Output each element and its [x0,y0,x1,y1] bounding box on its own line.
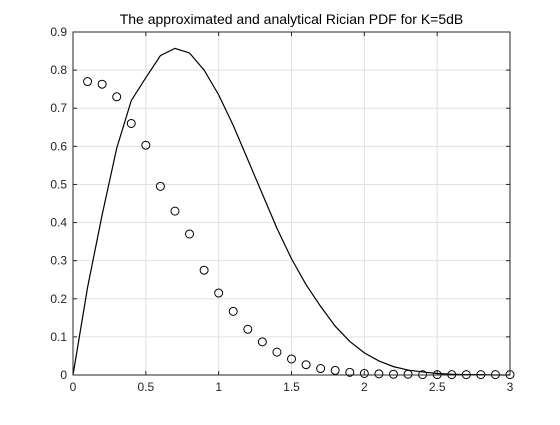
x-tick-label: 3 [507,380,514,394]
y-tick-label: 0.4 [50,216,67,230]
y-tick-label: 0.8 [50,63,67,77]
approximated-pdf-point [388,369,398,379]
approximated-pdf-point [257,337,267,347]
approximated-pdf-point [112,92,122,102]
approximated-pdf-point [287,354,296,364]
approximated-pdf-point [374,369,384,379]
chart-title: The approximated and analytical Rician P… [120,11,464,27]
x-tick-label: 0.5 [137,380,154,394]
approximated-pdf-point [345,367,355,377]
ticks [72,31,511,376]
x-tick-label: 2 [361,380,368,394]
approximated-pdf-point [199,265,209,275]
approximated-pdf-point [359,368,369,378]
approximated-pdf-point [301,360,311,370]
approximated-pdf-point [83,77,93,87]
y-tick-label: 0 [60,368,67,382]
approximated-pdf-point [243,324,253,334]
x-tick-label: 2.5 [429,380,446,394]
approximated-pdf-point [141,140,151,150]
y-tick-label: 0.7 [50,101,67,115]
approximated-pdf-point [155,181,165,191]
y-tick-label: 0.2 [50,292,67,306]
approximated-pdf-point [330,365,340,375]
approximated-pdf-point [185,229,195,239]
y-tick-label: 0.1 [50,330,67,344]
x-tick-label: 1 [215,380,222,394]
y-tick-label: 0.9 [50,25,67,39]
y-tick-label: 0.6 [50,139,67,153]
approximated-pdf-point [97,79,107,89]
approximated-pdf-point [316,364,326,374]
y-tick-label: 0.3 [50,254,67,268]
approximated-pdf-point [272,347,282,357]
approximated-pdf-point [170,206,180,216]
x-tick-label: 1.5 [283,380,300,394]
x-tick-label: 0 [70,380,77,394]
approximated-pdf-point [126,118,136,128]
approximated-pdf-point [403,369,413,379]
tick-labels: 0 0.5 1 1.5 2 2.5 3 0 0.1 0.2 0.3 0.4 0.5 0.6 0.7 0.8 0.… [50,25,513,394]
approximated-pdf-point [214,288,224,298]
y-tick-label: 0.5 [50,177,67,191]
approximated-pdf-point [228,306,238,316]
